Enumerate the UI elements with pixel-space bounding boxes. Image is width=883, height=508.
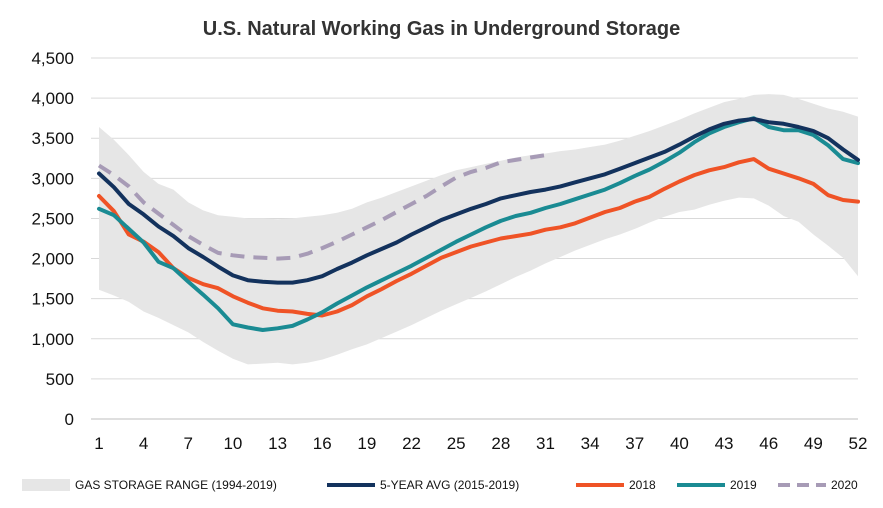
chart-title: U.S. Natural Working Gas in Underground …	[202, 18, 681, 40]
x-tick-label: 1	[94, 434, 103, 453]
x-tick-label: 19	[357, 434, 376, 453]
y-tick-label: 0	[65, 410, 74, 429]
legend-item: GAS STORAGE RANGE (1994-2019)	[22, 478, 277, 492]
legend-item: 2019	[677, 478, 757, 492]
x-tick-label: 4	[139, 434, 148, 453]
legend-label: 2018	[629, 478, 656, 492]
legend-label: GAS STORAGE RANGE (1994-2019)	[75, 478, 277, 492]
legend-swatch-range	[22, 479, 70, 491]
x-tick-label: 25	[447, 434, 466, 453]
x-tick-label: 31	[536, 434, 555, 453]
series-layer	[97, 116, 860, 332]
axes: 0 500 1,000 1,500 2,000 2,500 3,000 3,500 4,000 4…	[31, 49, 867, 453]
series-line-2018	[97, 157, 860, 318]
legend-label: 2020	[831, 478, 858, 492]
x-tick-label: 10	[223, 434, 242, 453]
x-tick-label: 16	[313, 434, 332, 453]
series-line-5-year-avg-2015-2019	[97, 117, 860, 285]
y-tick-label: 1,500	[31, 290, 74, 309]
legend-label: 2019	[730, 478, 757, 492]
legend-item: 2018	[576, 478, 656, 492]
y-tick-label: 4,000	[31, 89, 74, 108]
x-tick-label: 46	[759, 434, 778, 453]
y-tick-label: 500	[46, 370, 74, 389]
series-line-2019	[97, 116, 860, 332]
legend: GAS STORAGE RANGE (1994-2019) 5-YEAR AVG …	[22, 478, 858, 492]
x-tick-label: 22	[402, 434, 421, 453]
x-tick-label: 49	[804, 434, 823, 453]
y-tick-label: 2,000	[31, 250, 74, 269]
legend-item: 2020	[778, 478, 858, 492]
x-tick-label: 7	[184, 434, 193, 453]
y-tick-label: 1,000	[31, 330, 74, 349]
x-tick-label: 37	[625, 434, 644, 453]
y-tick-label: 4,500	[31, 49, 74, 68]
legend-item: 5-YEAR AVG (2015-2019)	[327, 478, 519, 492]
series-line-2020	[97, 153, 546, 261]
x-tick-label: 34	[581, 434, 600, 453]
y-tick-label: 3,000	[31, 169, 74, 188]
legend-label: 5-YEAR AVG (2015-2019)	[380, 478, 519, 492]
x-tick-label: 40	[670, 434, 689, 453]
y-tick-label: 2,500	[31, 209, 74, 228]
x-tick-label: 52	[849, 434, 868, 453]
x-tick-label: 13	[268, 434, 287, 453]
y-tick-label: 3,500	[31, 129, 74, 148]
x-tick-label: 28	[491, 434, 510, 453]
x-tick-label: 43	[715, 434, 734, 453]
